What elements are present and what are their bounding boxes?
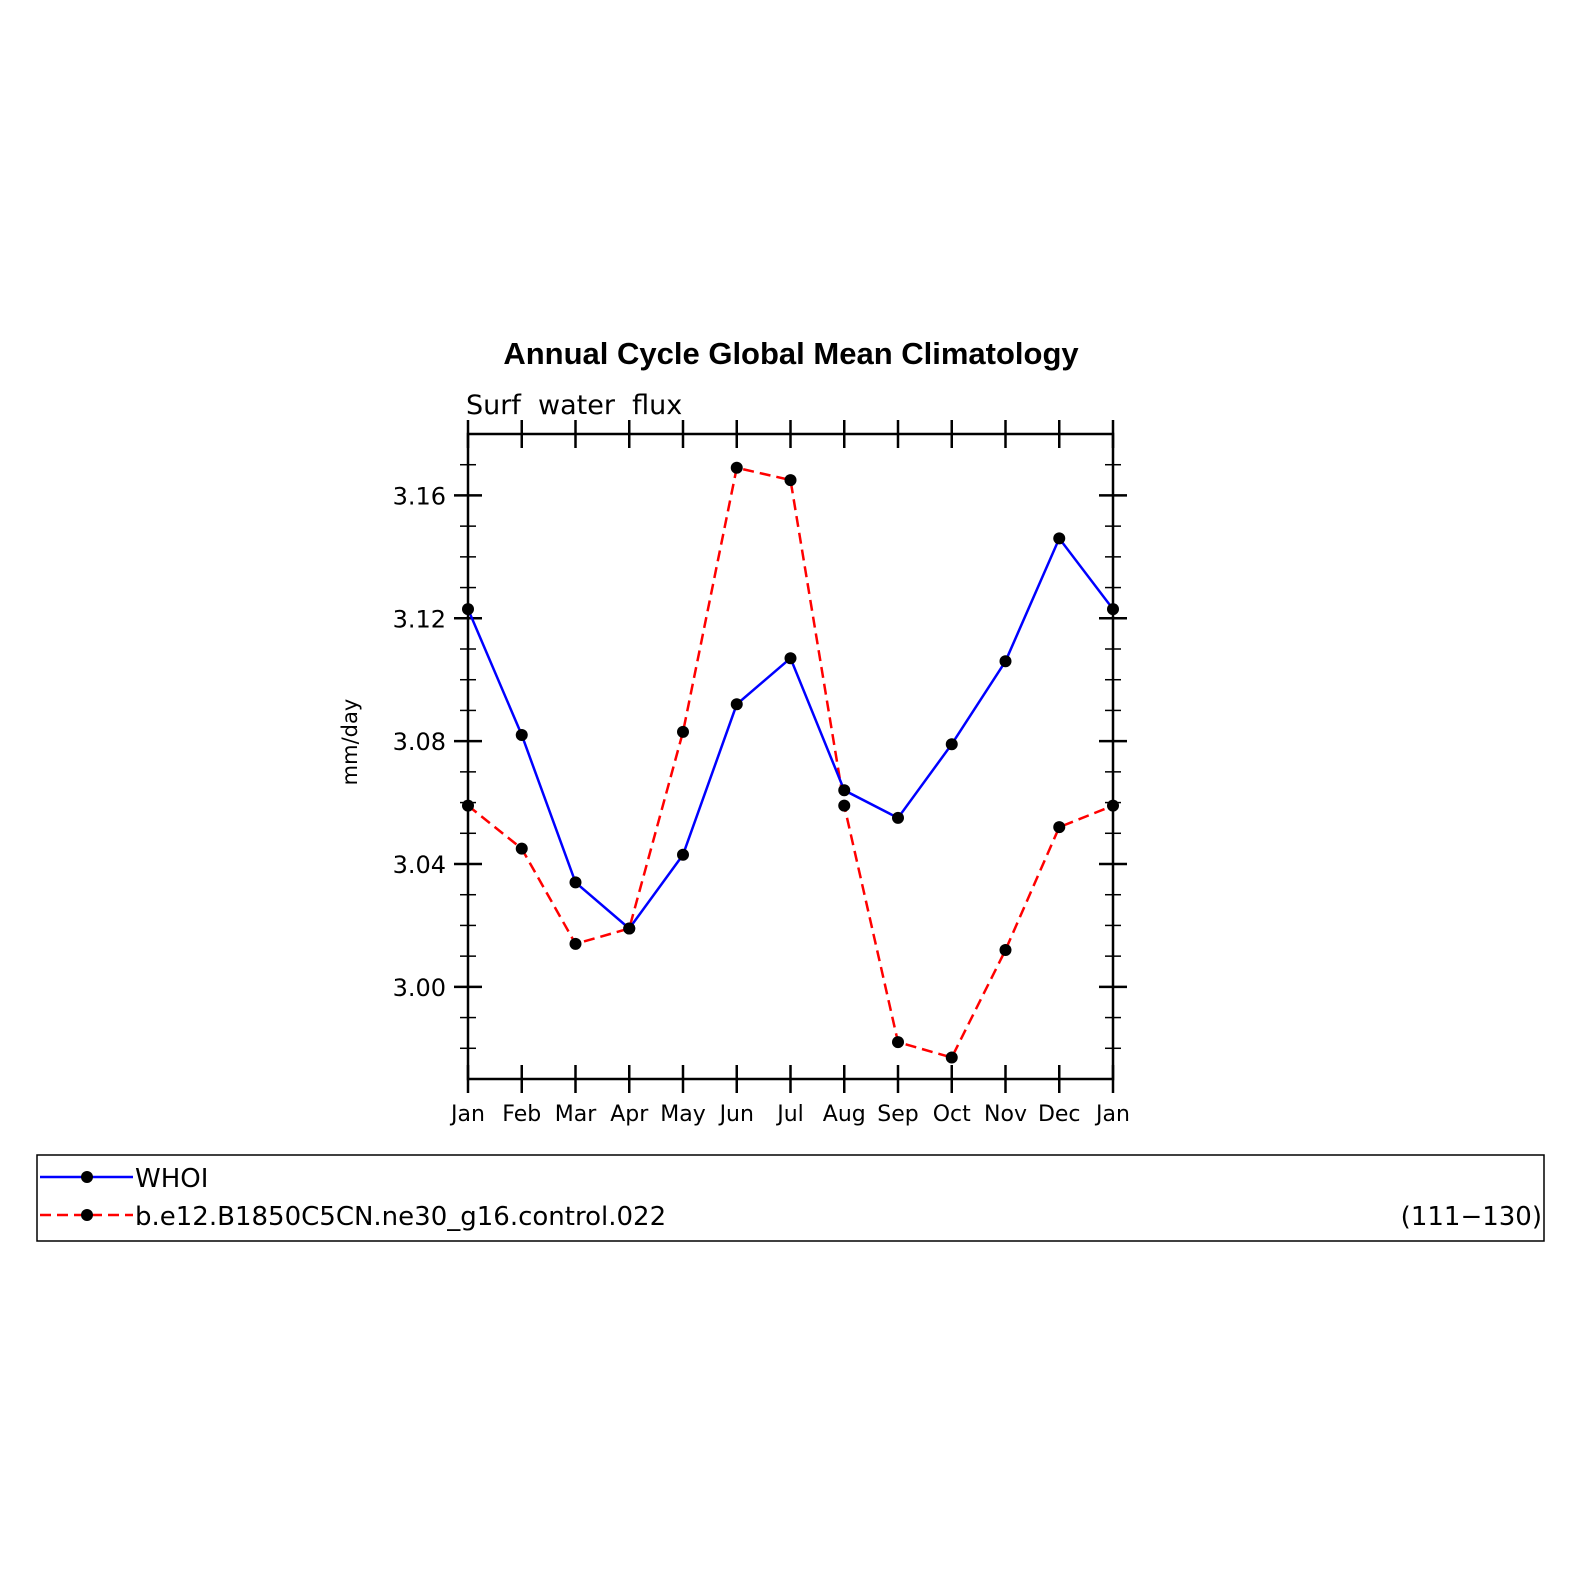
y-tick-label: 3.04 (393, 851, 446, 879)
legend-label-1: b.e12.B1850C5CN.ne30_g16.control.022 (135, 1202, 666, 1232)
data-point-s0 (999, 655, 1012, 668)
plot-frame (466, 432, 1115, 1081)
data-point-s1 (623, 922, 636, 935)
y-axis-label: mm/day (338, 699, 362, 786)
axis-ticks (454, 420, 1127, 1093)
data-point-s0 (892, 811, 904, 824)
data-point-s0 (515, 729, 528, 741)
legend-note: (111−130) (1401, 1202, 1542, 1232)
chart-subtitle: Surf water flux (466, 390, 682, 421)
data-point-s0 (838, 784, 851, 797)
x-tick-label: Apr (610, 1102, 649, 1127)
x-tick-label: Oct (933, 1102, 971, 1127)
legend: WHOI b.e12.B1850C5CN.ne30_g16.control.022 (40, 1164, 666, 1232)
x-tick-label: Mar (555, 1102, 597, 1127)
data-point-s1 (892, 1036, 904, 1049)
x-tick-label: Jan (1094, 1102, 1130, 1127)
data-point-s0 (569, 876, 582, 889)
data-point-s1 (515, 842, 528, 855)
data-point-s0 (730, 698, 743, 711)
x-tick-label: Jul (775, 1102, 804, 1127)
data-point-s1 (569, 937, 582, 950)
legend-label-0: WHOI (135, 1164, 208, 1194)
series-line-0 (466, 535, 1114, 931)
y-tick-label: 3.12 (393, 605, 446, 633)
x-tick-label: Jun (718, 1102, 754, 1127)
y-tick-label: 3.00 (393, 974, 446, 1002)
x-tick-label: Aug (823, 1102, 866, 1127)
data-point-s1 (784, 474, 797, 487)
data-point-s1 (838, 799, 851, 812)
data-point-s1 (1053, 821, 1066, 834)
series-points (462, 461, 1119, 1064)
data-point-s0 (945, 738, 958, 751)
y-tick-label: 3.16 (393, 482, 446, 510)
data-point-s1 (730, 461, 743, 474)
x-tick-labels: Jan Feb Mar Apr May Jun Jul Aug Sep Oct Nov Dec Jan (449, 1102, 1130, 1127)
data-point-s1 (945, 1051, 958, 1064)
data-point-s0 (784, 652, 797, 665)
x-tick-label: Feb (502, 1102, 541, 1127)
x-tick-label: Jan (449, 1102, 485, 1127)
chart-title: Annual Cycle Global Mean Climatology (503, 336, 1079, 371)
x-tick-label: May (660, 1102, 705, 1127)
series-lines (466, 466, 1114, 1059)
x-tick-label: Dec (1038, 1102, 1081, 1127)
x-tick-label: Nov (984, 1102, 1027, 1127)
data-point-s0 (677, 848, 689, 861)
legend-marker-0 (81, 1171, 93, 1183)
legend-marker-1 (81, 1209, 93, 1221)
y-tick-label: 3.08 (393, 728, 446, 756)
data-point-s1 (999, 944, 1012, 956)
data-point-s1 (677, 725, 689, 738)
series-line-1 (467, 466, 1114, 1059)
data-point-s0 (1053, 532, 1066, 545)
x-tick-label: Sep (877, 1102, 918, 1127)
y-tick-labels: 3.00 3.04 3.08 3.12 3.16 (393, 482, 446, 1001)
legend-box (36, 1154, 1545, 1242)
